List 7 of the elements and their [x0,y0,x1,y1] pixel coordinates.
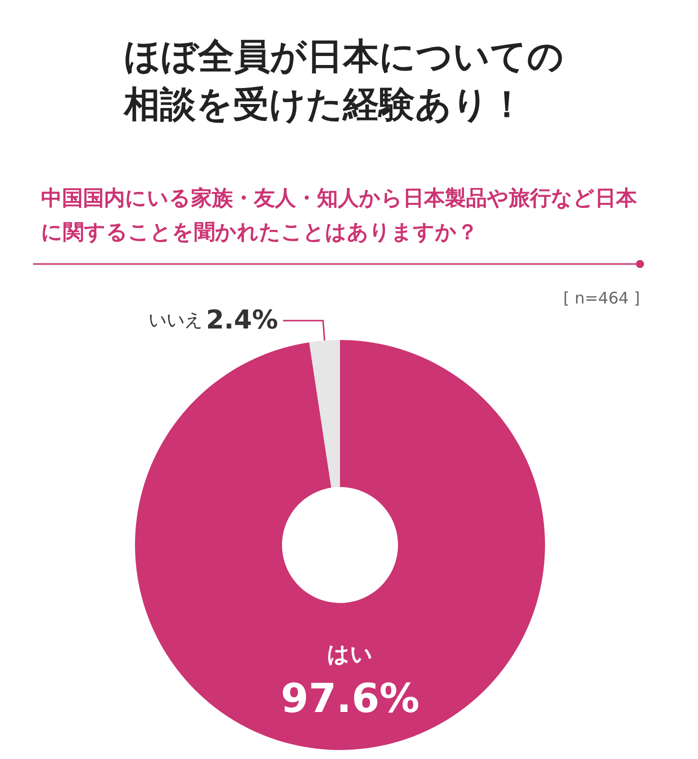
data-label: 97.6% [280,676,420,722]
slice-label: はい [327,642,374,668]
chart-subtitle: 中国国内にいる家族・友人・知人から日本製品や旅行など日本に関することを聞かれたことはありますか？ [41,186,638,244]
data-label: 2.4% [206,306,278,336]
slice-label: いいえ [148,310,203,332]
text: [ n=464 ] [563,288,640,308]
chart-title: ほぼ全員が日本についての相談を受けた経験あり！ [123,36,564,126]
